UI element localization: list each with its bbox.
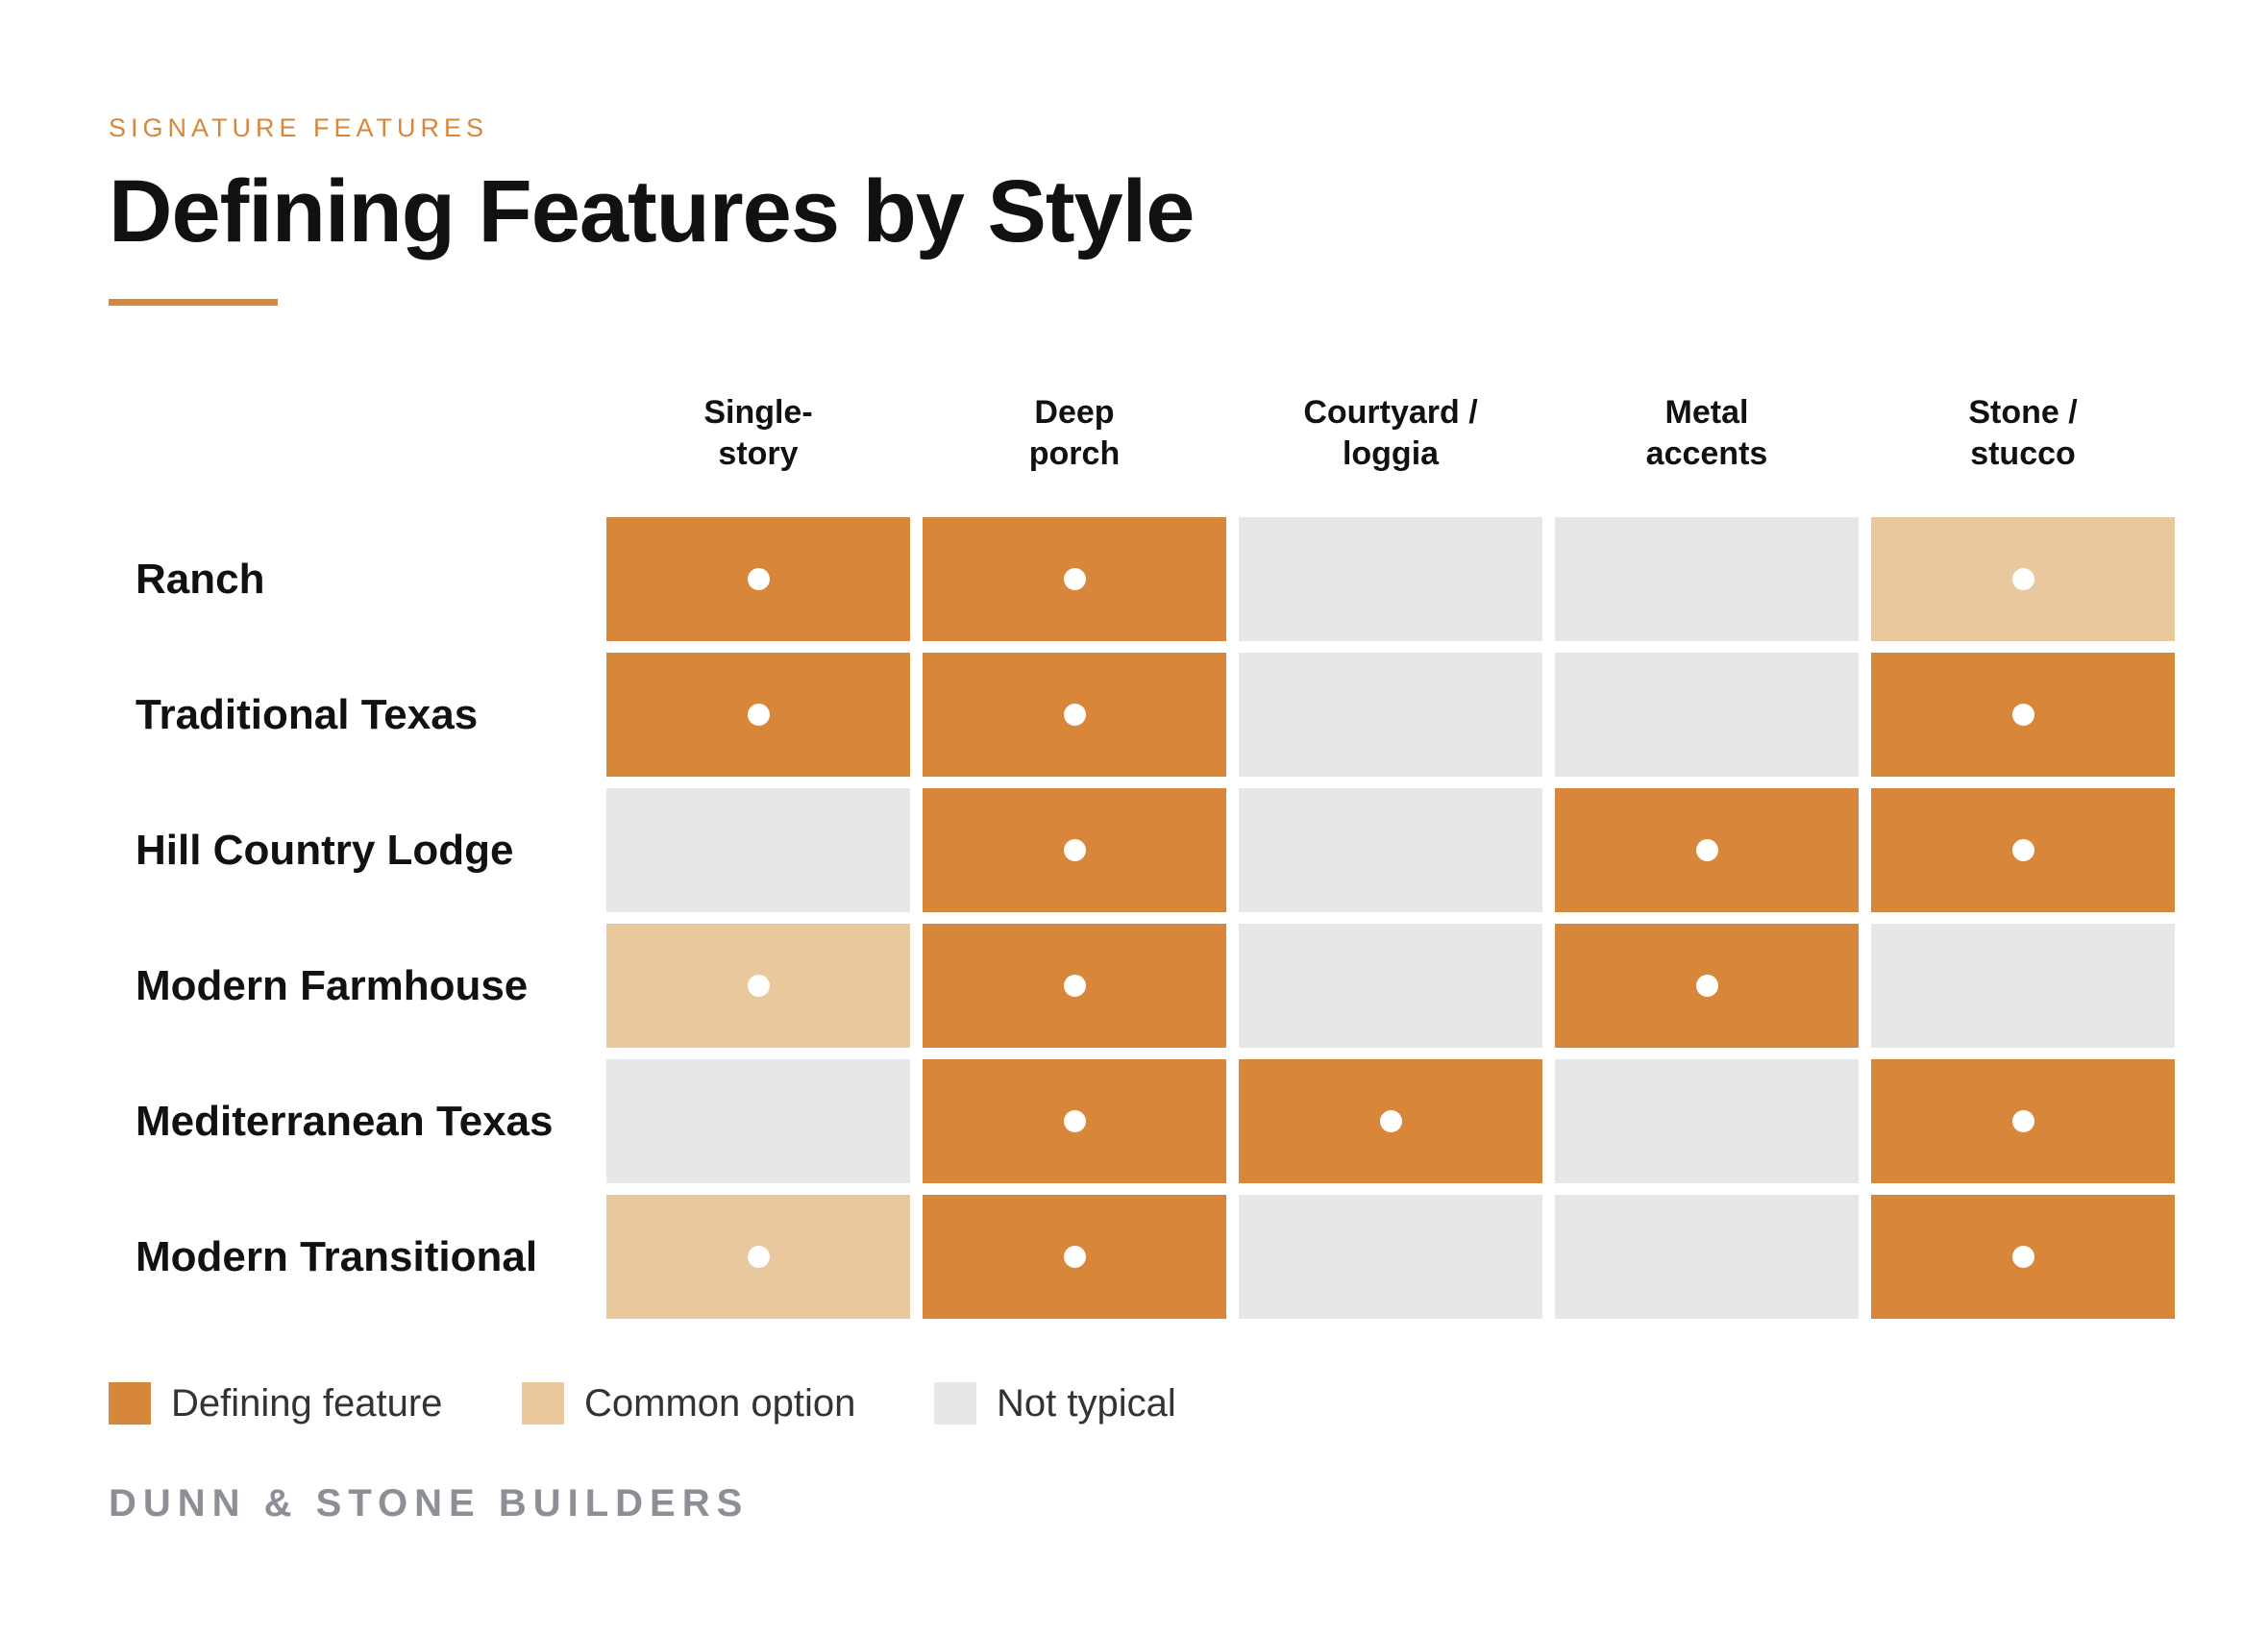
column-header-line: accents [1645, 435, 1768, 472]
column-header-line: porch [1028, 435, 1121, 472]
cell-dot [1064, 568, 1086, 590]
cell-dot [748, 704, 770, 726]
matrix-cell-not-typical [1239, 517, 1542, 641]
matrix-cell-not-typical [606, 1059, 910, 1183]
matrix-cell-defining [923, 788, 1226, 912]
legend-swatch-defining [109, 1382, 151, 1425]
column-header-line: Stone / [1968, 394, 2078, 431]
cell-dot [1064, 839, 1086, 861]
matrix-cell-not-typical [1555, 1195, 1859, 1319]
cell-dot [748, 1246, 770, 1268]
matrix-cell-defining [606, 653, 910, 777]
matrix-cell-defining [923, 1059, 1226, 1183]
row-label: Mediterranean Texas [136, 1098, 554, 1145]
column-header-line: Metal [1664, 394, 1749, 431]
matrix-cell-defining [923, 517, 1226, 641]
row-label: Modern Farmhouse [136, 962, 529, 1009]
legend-swatch-common [522, 1382, 564, 1425]
legend-item-defining: Defining feature [109, 1381, 442, 1425]
matrix-cell-defining [1871, 788, 2175, 912]
matrix-cell-not-typical [606, 788, 910, 912]
eyebrow-label: SIGNATURE FEATURES [109, 113, 489, 142]
matrix-cell-defining [1239, 1059, 1542, 1183]
matrix-cell-defining [1555, 924, 1859, 1048]
legend-label: Defining feature [171, 1381, 443, 1425]
matrix-cell-not-typical [1555, 517, 1859, 641]
cell-dot [748, 568, 770, 590]
cell-dot [2012, 1246, 2034, 1268]
matrix-cell-not-typical [1239, 653, 1542, 777]
column-header: Deep porch [923, 392, 1226, 475]
cell-dot [2012, 568, 2034, 590]
matrix-cell-common [1871, 517, 2175, 641]
matrix-cell-defining [923, 653, 1226, 777]
cell-dot [2012, 1110, 2034, 1132]
cell-dot [1064, 975, 1086, 997]
column-header-line: Courtyard / [1303, 394, 1478, 431]
matrix-cell-defining [923, 924, 1226, 1048]
column-header-line: Deep [1034, 394, 1115, 431]
column-header-line: Single- [703, 394, 813, 431]
cell-dot [1696, 839, 1718, 861]
row-label: Hill Country Lodge [136, 827, 514, 874]
cell-dot [2012, 704, 2034, 726]
cell-dot [1696, 975, 1718, 997]
matrix-cell-not-typical [1239, 1195, 1542, 1319]
matrix-cell-not-typical [1239, 788, 1542, 912]
cell-dot [748, 975, 770, 997]
legend-swatch-not-typical [934, 1382, 976, 1425]
column-header-line: loggia [1342, 435, 1440, 472]
matrix-cell-not-typical [1555, 1059, 1859, 1183]
matrix-cell-defining [1871, 1195, 2175, 1319]
page-title: Defining Features by Style [109, 162, 1195, 260]
column-header: Single- story [606, 392, 910, 475]
column-header: Courtyard / loggia [1239, 392, 1542, 475]
row-label: Ranch [136, 556, 265, 603]
column-header-line: story [718, 435, 799, 472]
title-underline [109, 299, 278, 306]
column-header: Stone / stucco [1871, 392, 2175, 475]
matrix-cell-defining [1871, 1059, 2175, 1183]
column-header: Metal accents [1555, 392, 1859, 475]
row-label: Modern Transitional [136, 1233, 538, 1280]
cell-dot [2012, 839, 2034, 861]
matrix-cell-defining [923, 1195, 1226, 1319]
matrix-cell-defining [606, 517, 910, 641]
matrix-cell-defining [1555, 788, 1859, 912]
cell-dot [1064, 1110, 1086, 1132]
legend-label: Common option [584, 1381, 856, 1425]
brand-footer: DUNN & STONE BUILDERS [109, 1482, 750, 1524]
legend-item-common: Common option [522, 1381, 855, 1425]
cell-dot [1064, 704, 1086, 726]
matrix-cell-not-typical [1239, 924, 1542, 1048]
cell-dot [1380, 1110, 1402, 1132]
matrix-cell-defining [1871, 653, 2175, 777]
legend-label: Not typical [997, 1381, 1176, 1425]
matrix-cell-common [606, 1195, 910, 1319]
row-label: Traditional Texas [136, 691, 479, 738]
matrix-cell-common [606, 924, 910, 1048]
column-header-line: stucco [1970, 435, 2076, 472]
matrix-cell-not-typical [1555, 653, 1859, 777]
matrix-cell-not-typical [1871, 924, 2175, 1048]
cell-dot [1064, 1246, 1086, 1268]
legend-item-not-typical: Not typical [934, 1381, 1176, 1425]
